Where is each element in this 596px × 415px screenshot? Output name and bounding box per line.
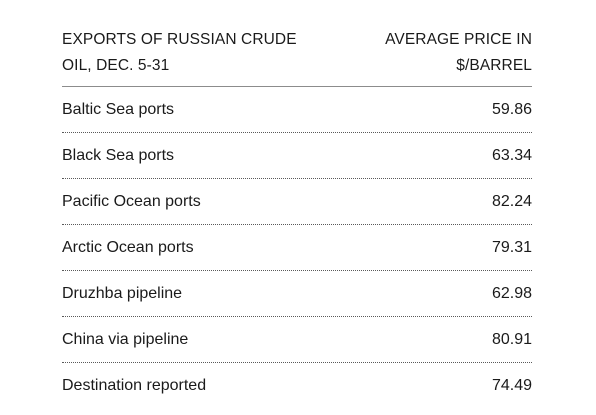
row-value: 59.86 <box>491 101 532 118</box>
column-header-average-price: AVERAGE PRICE IN $/BARREL <box>385 31 532 74</box>
row-label: China via pipeline <box>62 331 189 348</box>
row-value: 82.24 <box>491 193 532 210</box>
row-value: 74.49 <box>491 377 532 394</box>
table-row: Destination reported 74.49 <box>62 363 532 408</box>
table-row: China via pipeline 80.91 <box>62 317 532 363</box>
column-header-exports: EXPORTS OF RUSSIAN CRUDE OIL, DEC. 5-31 <box>62 31 297 74</box>
row-label: Druzhba pipeline <box>62 285 183 302</box>
table-row: Pacific Ocean ports 82.24 <box>62 179 532 225</box>
row-label: Arctic Ocean ports <box>62 239 194 256</box>
table-body: Baltic Sea ports 59.86 Black Sea ports 6… <box>62 87 532 408</box>
price-table: EXPORTS OF RUSSIAN CRUDE OIL, DEC. 5-31 … <box>62 27 532 408</box>
row-value: 63.34 <box>491 147 532 164</box>
table-row: Black Sea ports 63.34 <box>62 133 532 179</box>
row-value: 79.31 <box>491 239 532 256</box>
table-row: Arctic Ocean ports 79.31 <box>62 225 532 271</box>
row-label: Destination reported <box>62 377 207 394</box>
table-row: Baltic Sea ports 59.86 <box>62 87 532 133</box>
table-header: EXPORTS OF RUSSIAN CRUDE OIL, DEC. 5-31 … <box>62 27 532 87</box>
row-value: 80.91 <box>491 331 532 348</box>
row-label: Black Sea ports <box>62 147 175 164</box>
row-label: Pacific Ocean ports <box>62 193 201 210</box>
row-value: 62.98 <box>491 285 532 302</box>
row-label: Baltic Sea ports <box>62 101 175 118</box>
table-row: Druzhba pipeline 62.98 <box>62 271 532 317</box>
